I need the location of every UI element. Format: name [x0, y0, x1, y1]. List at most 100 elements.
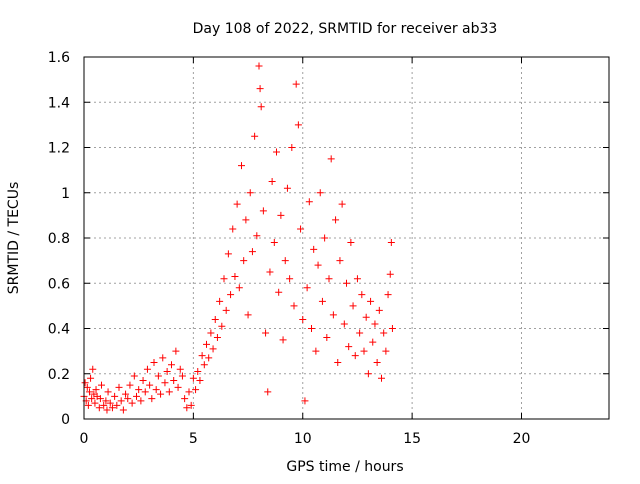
- data-point: [192, 386, 200, 394]
- data-point: [165, 388, 173, 396]
- data-point: [362, 313, 370, 321]
- data-point: [143, 365, 151, 373]
- data-point: [297, 225, 305, 233]
- x-tick-label: 10: [294, 431, 312, 447]
- data-point: [301, 397, 309, 405]
- data-point: [152, 386, 160, 394]
- data-point: [360, 347, 368, 355]
- x-tick-label: 5: [189, 431, 198, 447]
- data-point: [369, 338, 377, 346]
- data-point: [88, 395, 96, 403]
- data-point: [103, 406, 111, 414]
- data-point: [183, 404, 191, 412]
- data-point: [137, 397, 145, 405]
- data-point: [176, 365, 184, 373]
- data-point: [279, 336, 287, 344]
- data-point: [196, 377, 204, 385]
- data-point: [253, 232, 261, 240]
- data-point: [351, 352, 359, 360]
- data-point: [382, 347, 390, 355]
- data-point: [259, 207, 267, 215]
- data-point: [189, 374, 197, 382]
- y-tick-label: 0: [61, 412, 70, 428]
- data-point: [229, 225, 237, 233]
- data-point: [108, 404, 116, 412]
- data-point: [135, 386, 143, 394]
- data-point: [222, 306, 230, 314]
- data-point: [85, 388, 93, 396]
- data-point: [117, 397, 125, 405]
- data-point: [106, 399, 114, 407]
- data-point: [100, 401, 108, 409]
- data-point: [246, 189, 254, 197]
- data-point: [89, 365, 97, 373]
- data-point: [194, 367, 202, 375]
- data-point: [91, 399, 99, 407]
- data-point: [139, 377, 147, 385]
- data-point: [349, 302, 357, 310]
- data-point: [268, 177, 276, 185]
- data-point: [387, 239, 395, 247]
- data-point: [270, 239, 278, 247]
- data-point: [338, 200, 346, 208]
- data-point: [283, 184, 291, 192]
- data-point: [273, 148, 280, 156]
- data-point: [220, 275, 228, 283]
- tick-labels: 0 5 10 15 20 0 0.2 0.4 0.6 0.8 1 1.2 1.4 1.6: [48, 50, 531, 447]
- data-point: [159, 354, 167, 362]
- x-axis-title: GPS time / hours: [286, 459, 403, 475]
- data-point: [185, 388, 193, 396]
- data-point: [329, 311, 337, 319]
- data-point: [87, 374, 95, 382]
- data-point: [238, 162, 245, 170]
- data-point: [146, 381, 154, 389]
- data-point: [205, 354, 213, 362]
- data-point: [347, 239, 355, 247]
- data-points: [80, 62, 396, 414]
- data-point: [299, 315, 307, 323]
- data-point: [115, 383, 123, 391]
- data-point: [248, 248, 256, 256]
- data-point: [345, 343, 353, 351]
- data-point: [378, 374, 385, 382]
- data-point: [292, 80, 300, 88]
- data-point: [216, 297, 224, 305]
- data-point: [323, 334, 331, 342]
- data-point: [312, 347, 320, 355]
- data-point: [231, 272, 239, 280]
- data-point: [95, 404, 103, 412]
- data-point: [119, 406, 127, 414]
- data-point: [327, 155, 335, 163]
- data-point: [168, 361, 175, 369]
- data-point: [262, 329, 270, 337]
- data-point: [266, 268, 274, 276]
- data-point: [305, 198, 313, 206]
- data-point: [314, 261, 322, 269]
- data-point: [380, 329, 388, 337]
- data-point: [133, 392, 140, 400]
- data-point: [172, 347, 180, 355]
- data-point: [332, 216, 340, 224]
- data-point: [157, 390, 165, 398]
- y-tick-label: 1: [61, 186, 70, 202]
- data-point: [384, 291, 392, 299]
- data-point: [200, 361, 208, 369]
- data-point: [178, 372, 186, 380]
- data-point: [364, 370, 372, 378]
- data-point: [281, 257, 289, 265]
- data-point: [209, 345, 217, 353]
- data-point: [373, 358, 381, 366]
- data-point: [340, 320, 348, 328]
- data-point: [255, 62, 263, 70]
- data-point: [388, 325, 396, 332]
- data-point: [128, 399, 136, 407]
- y-tick-label: 1.6: [48, 50, 70, 66]
- data-point: [161, 379, 169, 387]
- y-tick-label: 0.2: [48, 367, 70, 383]
- data-point: [163, 367, 171, 375]
- grid-lines: [84, 57, 609, 419]
- data-point: [122, 390, 130, 398]
- data-point: [141, 388, 149, 396]
- data-point: [92, 386, 100, 394]
